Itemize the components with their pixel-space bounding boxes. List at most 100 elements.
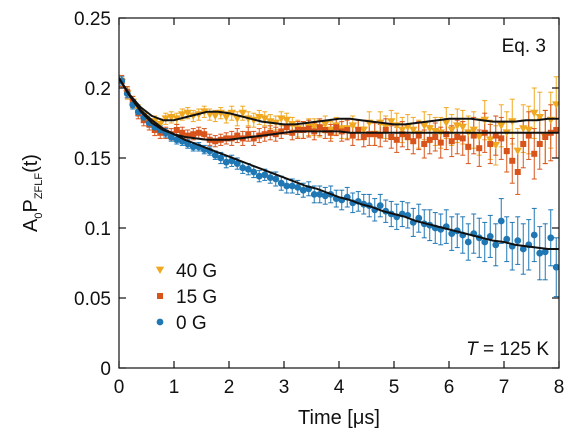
point-0-g [376,202,384,210]
point-15-g [371,131,378,138]
point-0-g [464,238,472,246]
point-15-g [509,157,516,164]
point-0-g [503,235,511,243]
point-0-g [211,151,219,159]
point-15-g [344,127,351,133]
point-0-g [448,230,456,238]
point-0-g [283,182,291,190]
point-0-g [536,249,544,257]
point-40-g [233,115,242,123]
legend-marker-0-g [156,318,164,326]
point-0-g [541,248,549,256]
point-40-g [524,126,533,134]
point-0-g [514,237,522,245]
y-axis-title: A0PZFLF(t) [20,154,45,232]
point-40-g [260,115,269,123]
legend-label-15-g: 15 G [176,287,217,308]
point-15-g [459,135,466,142]
point-15-g [366,131,373,138]
fit-line [119,77,559,250]
point-0-g [415,214,423,222]
point-0-g [486,233,494,240]
point-0-g [244,165,252,173]
point-40-g [458,123,467,132]
point-40-g [348,122,357,130]
point-40-g [403,123,412,132]
point-40-g [156,121,165,129]
point-15-g [404,134,411,140]
fit-lines [119,77,559,250]
y-axis-title-sub0: 0 [33,213,45,219]
y-tick-label: 0 [100,359,111,380]
point-0-g [217,154,225,162]
point-40-g [409,126,418,134]
point-0-g [288,182,296,190]
y-tick-label: 0.25 [74,9,111,30]
point-0-g [277,179,285,187]
point-40-g [222,114,231,122]
x-axis-ticks: 0 1 2 3 4 5 6 7 8 [114,18,564,398]
point-15-g [426,136,433,143]
point-40-g [211,112,220,120]
legend: 40 G 15 G 0 G [155,261,217,334]
x-tick-label: 4 [334,377,345,398]
y-tick-label: 0.15 [74,149,111,170]
point-15-g [432,134,439,140]
point-0-g [316,191,324,198]
point-15-g [393,136,400,143]
point-0-g [233,160,241,168]
point-40-g [282,116,291,125]
point-15-g [415,132,422,139]
point-15-g [355,127,362,133]
x-axis-title: Time [μs] [298,407,380,429]
point-40-g [321,121,330,129]
point-0-g [299,186,307,194]
equation-annotation: Eq. 3 [502,36,546,57]
point-0-g [310,191,318,198]
point-0-g [239,164,247,172]
point-0-g [189,143,197,151]
point-15-g [201,131,208,138]
point-15-g [382,127,389,133]
point-15-g [316,124,323,131]
fit-line [119,77,559,126]
point-15-g [195,129,202,136]
point-15-g [536,141,543,147]
point-15-g [542,134,549,140]
point-15-g [448,138,455,145]
point-15-g [327,129,334,136]
fit-line [119,77,559,141]
point-15-g [498,135,505,142]
point-15-g [553,127,559,133]
point-15-g [212,138,219,145]
point-15-g [525,132,532,139]
point-15-g [300,127,307,133]
x-tick-label: 7 [499,377,510,398]
y-axis-ticks: 0 0.05 0.1 0.15 0.2 0.25 [74,9,559,380]
point-0-g [266,174,274,182]
x-tick-label: 6 [444,377,455,398]
point-15-g [223,135,230,142]
point-15-g [465,143,472,150]
point-0-g [552,263,559,271]
point-15-g [437,139,444,146]
point-40-g [420,122,429,130]
point-40-g [491,142,500,150]
point-0-g [530,231,538,239]
point-15-g [487,141,494,147]
point-15-g [410,138,417,145]
y-axis-title-mid: P [20,199,42,212]
point-15-g [228,135,235,142]
point-0-g [222,158,230,166]
x-tick-label: 5 [389,377,400,398]
temperature-symbol: T [466,339,479,360]
point-0-g [492,241,500,249]
point-15-g [283,124,290,131]
point-15-g [184,132,191,139]
y-tick-label: 0.2 [85,79,111,100]
point-15-g [267,129,274,136]
point-0-g [547,234,555,242]
point-15-g [294,127,301,133]
legend-marker-15-g [157,293,163,299]
point-15-g [377,132,384,139]
